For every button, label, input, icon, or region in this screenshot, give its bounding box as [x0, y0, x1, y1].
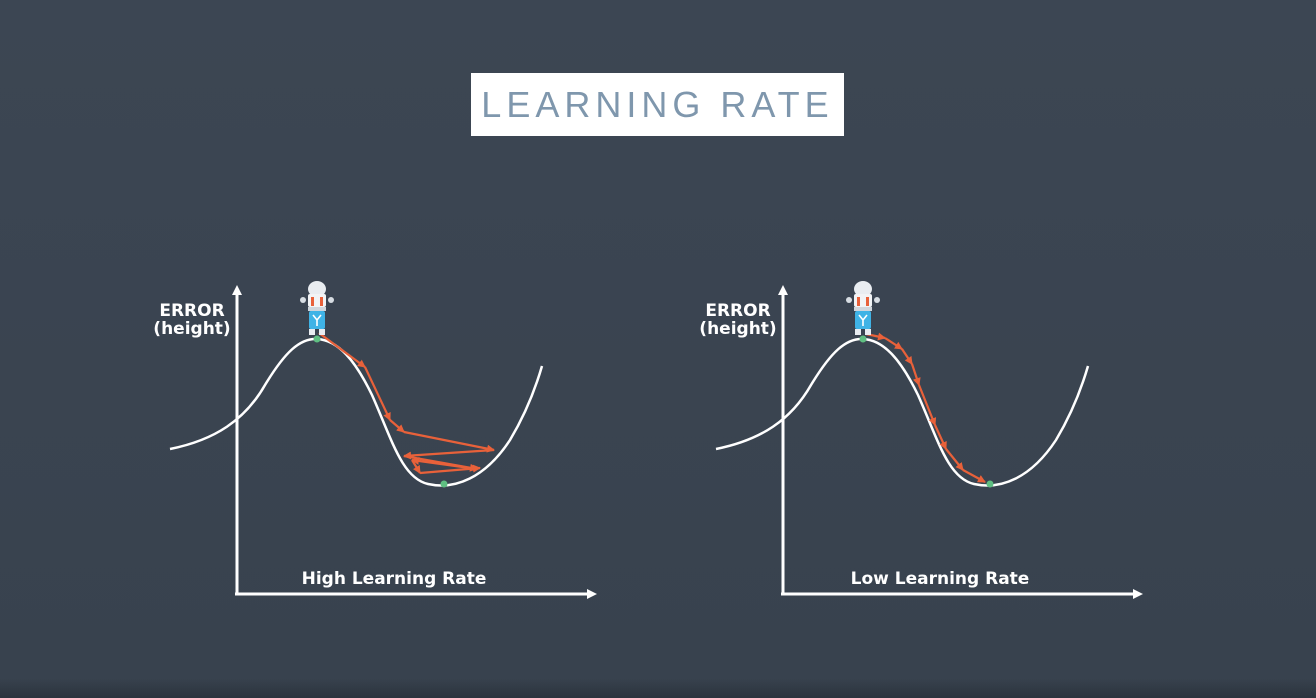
panel-high-learning-rate: ERROR (height) High Learning Rate — [153, 281, 597, 599]
minimum-point — [440, 480, 448, 488]
title-box: LEARNING RATE — [471, 73, 844, 136]
start-point — [313, 335, 321, 343]
y-axis-label: ERROR — [705, 301, 770, 321]
panel-low-learning-rate: ERROR (height) Low Learning Rate — [699, 281, 1143, 599]
y-axis-label-unit: (height) — [153, 319, 230, 339]
x-axis-label: Low Learning Rate — [851, 569, 1030, 589]
error-curve — [715, 337, 1090, 487]
minimum-point — [986, 480, 994, 488]
y-axis-label-unit: (height) — [699, 319, 776, 339]
start-point — [859, 335, 867, 343]
error-curve — [169, 337, 544, 487]
x-axis-label: High Learning Rate — [302, 569, 487, 589]
slide-title: LEARNING RATE — [481, 83, 834, 125]
y-axis-label: ERROR — [159, 301, 224, 321]
robot-icon — [846, 281, 880, 335]
bottom-shadow — [0, 678, 1316, 698]
gradient-steps — [865, 332, 986, 483]
gradient-steps — [318, 332, 495, 475]
robot-icon — [300, 281, 334, 335]
